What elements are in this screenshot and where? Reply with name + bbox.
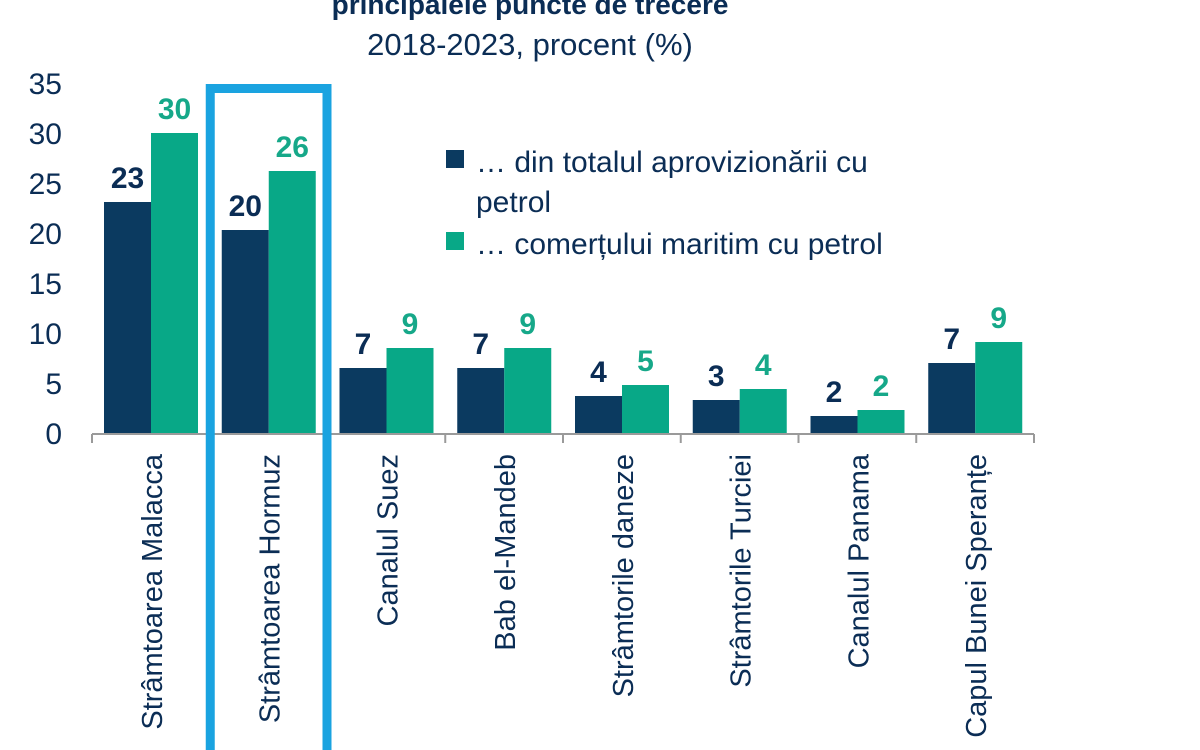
bar-value-label: 2	[873, 370, 890, 403]
bar-series-1	[692, 400, 740, 434]
x-axis: Strâmtoarea Malacca Strâmtoarea Hormuz Can…	[91, 433, 1035, 738]
y-tick-label: 10	[29, 318, 62, 351]
legend-swatch	[446, 150, 464, 168]
bar-value-label: 30	[158, 93, 191, 126]
x-tick-label: Canalul Panama	[843, 453, 875, 668]
bar-value-label: 23	[111, 162, 144, 195]
x-tick-label: Bab el-Mandeb	[490, 454, 522, 651]
bar-value-label: 5	[637, 345, 654, 378]
bar-series-1	[928, 363, 976, 434]
x-tick-label: Strâmtorile daneze	[608, 454, 640, 697]
bar-series-2	[975, 342, 1023, 434]
bar-value-label: 4	[755, 349, 772, 382]
bar-series-1	[575, 396, 622, 434]
x-tick-label: Strâmtoarea Malacca	[137, 453, 169, 729]
bar-value-label: 7	[472, 328, 489, 361]
bar-value-label: 2	[826, 376, 843, 409]
bar-series-2	[857, 410, 905, 434]
y-tick-label: 5	[45, 368, 62, 401]
legend-swatch	[446, 232, 464, 250]
bar-value-label: 9	[990, 302, 1007, 335]
x-tick-label: Capul Bunei Speranțe	[961, 454, 993, 738]
y-tick-label: 0	[45, 418, 62, 451]
bar-series-2	[739, 389, 787, 434]
x-tick-label: Strâmtorile Turciei	[726, 454, 758, 688]
bar-value-label: 20	[229, 190, 262, 223]
y-tick-label: 35	[29, 68, 62, 101]
chart-title: principalele puncte de trecere	[332, 0, 729, 20]
bar-series-2	[622, 385, 669, 434]
bar-value-label: 9	[402, 308, 419, 341]
bar-value-label: 7	[355, 328, 372, 361]
bar-series-2	[386, 348, 434, 434]
highlight-box	[205, 84, 332, 750]
bar-value-label: 4	[590, 356, 607, 389]
bar-value-label: 7	[943, 323, 960, 356]
bars	[104, 133, 1023, 434]
bar-series-2	[151, 133, 198, 434]
legend-label: petrol	[476, 186, 551, 219]
bar-series-1	[339, 368, 387, 434]
bar-series-2	[504, 348, 552, 434]
y-tick-label: 30	[29, 118, 62, 151]
x-tick-label: Canalul Suez	[372, 454, 404, 627]
x-tick-label: Strâmtoarea Hormuz	[255, 454, 287, 723]
bar-series-2	[268, 171, 316, 434]
y-tick-label: 20	[29, 218, 62, 251]
chart-subtitle: 2018-2023, procent (%)	[367, 27, 693, 62]
bar-value-label: 3	[708, 360, 725, 393]
legend-label: … din totalul aprovizionării cu	[476, 146, 868, 179]
bar-value-label: 26	[276, 131, 309, 164]
bar-value-label: 9	[519, 308, 536, 341]
bar-series-1	[457, 368, 505, 434]
bar-series-1	[810, 416, 858, 434]
y-tick-label: 15	[29, 268, 62, 301]
bar-series-1	[104, 202, 151, 434]
legend-label: … comerțului maritim cu petrol	[476, 228, 883, 261]
y-axis: 0 5 10 15 20 25 30 35	[29, 68, 62, 451]
bar-series-1	[221, 230, 269, 434]
legend: … din totalul aprovizionării cu petrol … c…	[446, 146, 883, 261]
y-tick-label: 25	[29, 168, 62, 201]
